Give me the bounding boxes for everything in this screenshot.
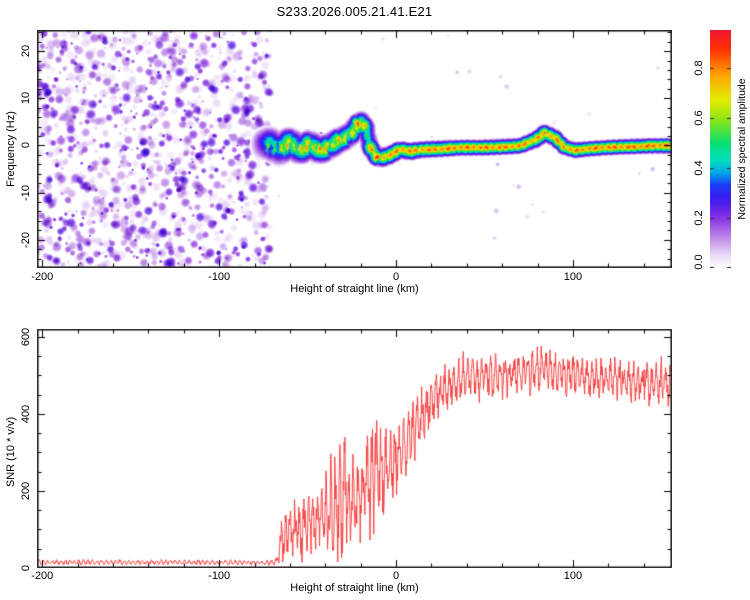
- spectrogram-y-tick-label: 0: [20, 142, 32, 149]
- height-axis-label-bottom: Height of straight line (km): [290, 582, 419, 594]
- colorbar: [710, 30, 731, 268]
- snr-y-tick-label: 600: [20, 327, 32, 346]
- colorbar-tick-label: 0.6: [693, 110, 705, 126]
- spectrogram-y-tick-label: -10: [20, 184, 32, 201]
- snr-y-tick-label: 400: [20, 404, 32, 423]
- colorbar-tick-label: 0.2: [693, 210, 705, 226]
- spectrogram-x-tick-label: -200: [31, 271, 54, 283]
- snr-x-tick-label: 0: [393, 570, 400, 582]
- spectrogram-x-tick-label: 0: [393, 271, 400, 283]
- spectrogram-y-tick-label: -20: [20, 231, 32, 248]
- colorbar-label: Normalized spectral amplitude: [736, 78, 748, 220]
- snr-axis-label: SNR (10 * v/v): [5, 416, 17, 488]
- snr-y-tick-label: 0: [20, 564, 32, 572]
- spectrogram-y-tick-label: 20: [20, 45, 32, 58]
- spectrogram-y-tick-label: 10: [20, 92, 32, 105]
- spectrogram-canvas: [37, 30, 672, 268]
- height-axis-label-top: Height of straight line (km): [290, 283, 419, 295]
- snr-canvas: [37, 329, 672, 568]
- page-title: S233.2026.005.21.41.E21: [276, 4, 433, 19]
- snr-y-tick-label: 200: [20, 481, 32, 501]
- snr-x-tick-label: -200: [31, 570, 54, 582]
- colorbar-tick-label: 0.0: [693, 254, 705, 270]
- colorbar-tick-label: 0.8: [693, 59, 705, 76]
- snr-x-tick-label: 100: [563, 570, 583, 582]
- colorbar-tick-label: 0.4: [693, 160, 705, 176]
- spectrogram-x-tick-label: -100: [208, 271, 231, 283]
- snr-x-tick-label: -100: [208, 570, 231, 582]
- spectrogram-x-tick-label: 100: [563, 271, 583, 283]
- frequency-axis-label: Frequency (Hz): [5, 111, 17, 187]
